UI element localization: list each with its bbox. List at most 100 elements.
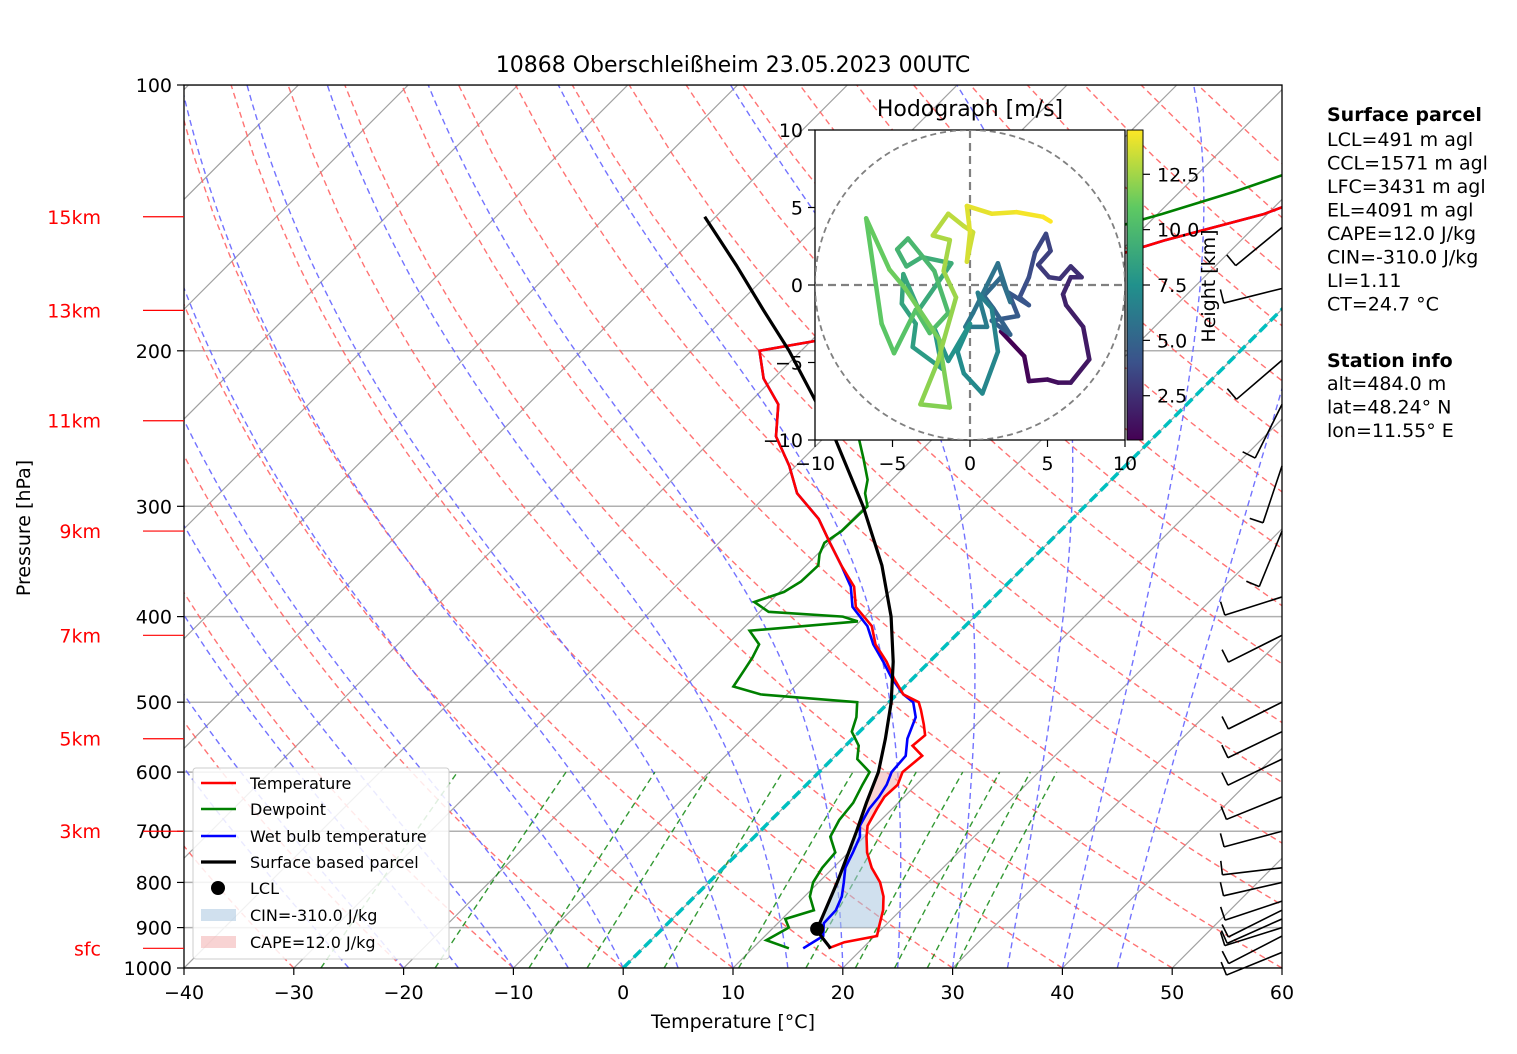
hodograph-segment xyxy=(863,216,892,272)
isotherm-line xyxy=(184,85,519,420)
wind-barb-staff xyxy=(1226,918,1283,945)
moist-adiabat xyxy=(956,85,1074,968)
wind-barb-staff xyxy=(1235,359,1283,400)
colorbar xyxy=(1126,129,1144,441)
moist-adiabat xyxy=(1116,386,1282,968)
mixing-ratio-line xyxy=(893,771,1001,968)
hodograph-segment xyxy=(1060,275,1073,297)
hodograph-segment xyxy=(891,307,918,356)
wind-barb-flag xyxy=(1219,601,1226,616)
hodograph-segment xyxy=(863,216,884,326)
height-marker-label: 7km xyxy=(59,625,101,647)
hodograph-x-tick-label: −10 xyxy=(795,453,835,475)
hodograph-title: Hodograph [m/s] xyxy=(877,97,1063,122)
hodograph-segment xyxy=(1068,357,1092,385)
height-marker-label: sfc xyxy=(74,938,101,960)
moist-adiabat xyxy=(184,418,569,968)
x-tick-label: 30 xyxy=(941,982,965,1004)
freezing-level-line xyxy=(621,306,1282,968)
surface-parcel-line: CT=24.7 °C xyxy=(1327,294,1439,316)
legend-item-cape: CAPE=12.0 J/kg xyxy=(250,933,376,952)
x-axis-label: Temperature [°C] xyxy=(650,1011,815,1033)
colorbar-label: Height [km] xyxy=(1198,229,1220,342)
height-marker-label: 5km xyxy=(59,729,101,751)
hodograph-y-tick-label: −10 xyxy=(763,430,803,452)
hodograph-x-tick-label: 10 xyxy=(1113,453,1137,475)
legend-item-parcel: Surface based parcel xyxy=(250,853,419,872)
height-markers: sfc 3km 5km 7km 9km 11km 13km 15km xyxy=(47,207,184,960)
info-panel: Surface parcel Station info LCL=491 m ag… xyxy=(1327,104,1488,442)
hodograph-segment xyxy=(894,236,911,252)
hodograph-segment xyxy=(964,203,973,235)
moist-adiabat xyxy=(557,85,902,968)
x-tick-label: −40 xyxy=(164,982,204,1004)
hodograph-ticks: −10 −5 0 5 10 10 5 0 −5 −10 xyxy=(763,120,1137,475)
hodograph-segment xyxy=(989,209,1019,216)
y-tick-label: 800 xyxy=(136,872,172,894)
colorbar-tick-label: 2.5 xyxy=(1157,386,1187,408)
x-tick-label: 20 xyxy=(831,982,855,1004)
hodograph-segment xyxy=(1014,209,1046,220)
hodograph-trace xyxy=(863,203,1092,410)
surface-parcel-line: CCL=1571 m agl xyxy=(1327,153,1488,175)
hodograph-segment xyxy=(961,371,985,396)
legend-item-wet-bulb: Wet bulb temperature xyxy=(250,827,427,846)
mixing-ratio-line xyxy=(586,771,711,968)
colorbar-tick-label: 12.5 xyxy=(1157,164,1199,186)
wind-barb-staff xyxy=(1222,866,1283,876)
hodograph-segment xyxy=(905,236,937,274)
wind-barb-flag xyxy=(1219,860,1224,875)
hodograph-segment xyxy=(955,349,967,376)
x-tick-label: 60 xyxy=(1270,982,1294,1004)
parcel-series-line xyxy=(703,215,895,950)
hodograph-segment xyxy=(1057,264,1073,282)
wind-barb-flag xyxy=(1221,924,1230,938)
wind-barb-staff xyxy=(1227,758,1283,786)
dry-adiabat xyxy=(230,85,953,968)
y-tick-label: 100 xyxy=(136,75,172,97)
hodograph-segment xyxy=(1080,324,1092,362)
hodograph-segment xyxy=(998,329,1027,359)
wind-barb-flag xyxy=(1246,580,1260,588)
dry-adiabat xyxy=(287,85,1063,968)
y-tick-label: 500 xyxy=(136,692,172,714)
wind-barb-staff xyxy=(1227,909,1283,938)
hodograph-x-tick-label: 0 xyxy=(964,453,976,475)
legend-lcl-swatch xyxy=(211,881,225,895)
hodograph-segment xyxy=(887,267,908,291)
dry-adiabat xyxy=(401,85,1282,968)
x-tick-label: −20 xyxy=(384,982,424,1004)
hodograph-segment xyxy=(904,254,925,269)
y-tick-label: 200 xyxy=(136,341,172,363)
legend: Temperature Dewpoint Wet bulb temperatur… xyxy=(192,767,450,960)
isotherm-line xyxy=(184,85,409,311)
legend-item-dewpoint: Dewpoint xyxy=(250,800,326,819)
wind-barb-flag xyxy=(1249,517,1264,524)
chart-title: 10868 Oberschleißheim 23.05.2023 00UTC xyxy=(496,53,971,78)
isotherm-line xyxy=(184,85,848,750)
y-axis-ticks: 1000 900 800 700 600 500 400 300 200 100 xyxy=(124,75,184,980)
wind-barb-flag xyxy=(1219,906,1226,921)
hodograph-y-tick-label: 10 xyxy=(779,120,803,142)
hodograph-segment xyxy=(989,313,1021,323)
hodograph-segment xyxy=(981,275,1004,299)
hodograph-segment xyxy=(879,321,897,356)
wind-barb-staff xyxy=(1224,926,1283,947)
hodograph-segment xyxy=(980,349,1001,396)
isotherm-line xyxy=(1061,747,1282,968)
moist-adiabat xyxy=(184,92,679,968)
hodograph-segment xyxy=(1035,248,1053,268)
hodograph-segment xyxy=(1063,302,1086,330)
hodograph-segment xyxy=(946,211,967,229)
mixing-ratio-line xyxy=(805,771,917,968)
x-tick-label: −30 xyxy=(274,982,314,1004)
colorbar-tick-label: 10.0 xyxy=(1157,220,1199,242)
wind-barb-flag xyxy=(1242,451,1256,459)
surface-parcel-line: LFC=3431 m agl xyxy=(1327,176,1486,198)
height-marker-label: 15km xyxy=(47,207,101,229)
hodograph-y-tick-label: 5 xyxy=(791,198,803,220)
wind-barb-flag xyxy=(1221,649,1230,663)
mixing-ratio-line xyxy=(528,771,656,968)
legend-item-cin: CIN=-310.0 J/kg xyxy=(250,906,377,925)
hodograph-segment xyxy=(995,261,1013,305)
